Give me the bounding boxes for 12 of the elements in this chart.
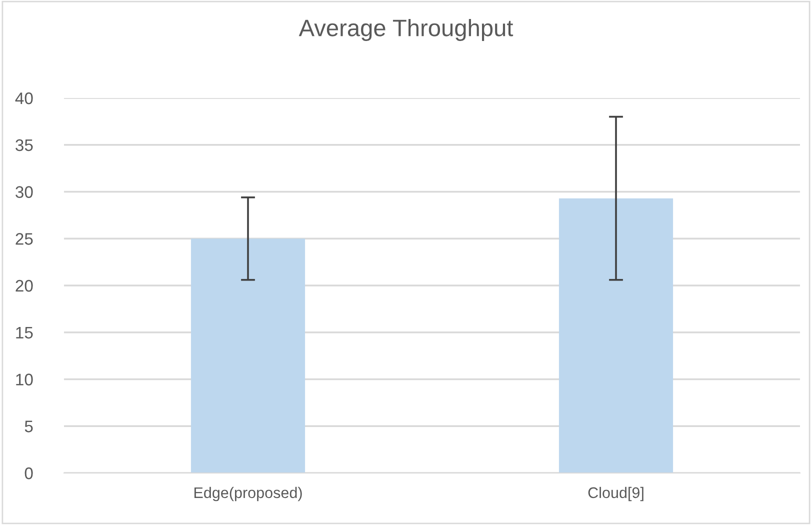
x-tick-label: Edge(proposed)	[194, 486, 302, 502]
y-tick-label: 20	[16, 280, 33, 292]
y-tick-label: 35	[16, 139, 33, 152]
y-tick-label: 15	[16, 326, 33, 339]
y-tick-label: 10	[16, 374, 33, 386]
y-tick-label: 5	[24, 420, 33, 432]
chart-title: Average Throughput	[298, 18, 514, 42]
y-tick-label: 40	[15, 92, 33, 104]
x-tick-label: Cloud[9]	[588, 486, 644, 502]
y-tick-label: 25	[16, 233, 33, 245]
y-tick-label: 0	[24, 467, 33, 480]
y-tick-label: 30	[16, 186, 33, 198]
